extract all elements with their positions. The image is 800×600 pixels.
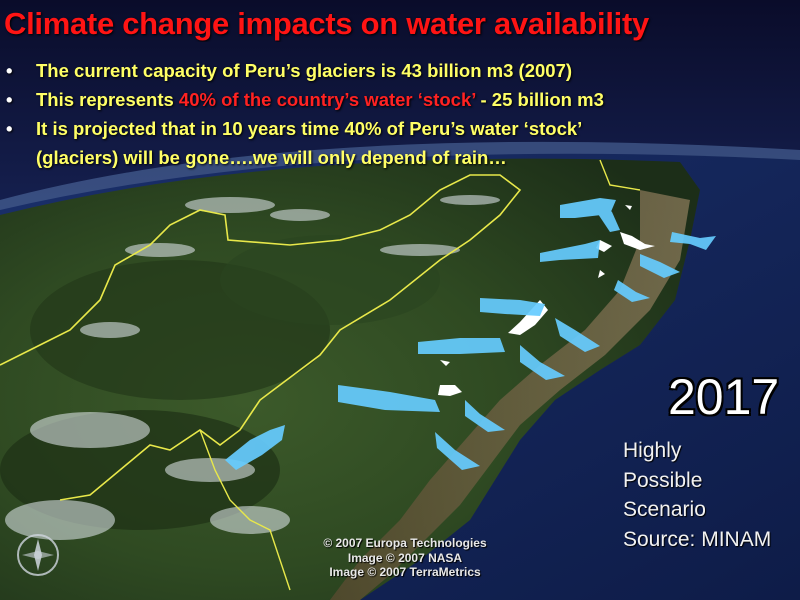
bullet-text-line1: It is projected that in 10 years time 40… [36, 118, 583, 139]
scenario-label: Highly Possible Scenario Source: MINAM [623, 436, 771, 554]
source-label: Source: MINAM [623, 527, 772, 551]
highlighted-text: 40% of the country’s water ‘stock’ [178, 89, 476, 110]
bullet-icon: • [6, 89, 13, 110]
bullet-text-line2: (glaciers) will be gone….we will only de… [36, 147, 507, 168]
scenario-line-3: Scenario [623, 498, 706, 521]
credit-line: © 2007 Europa Technologies [323, 536, 487, 550]
year-label: 2017 [668, 369, 780, 425]
bullet-text-start: This represents [36, 89, 179, 110]
scenario-line-2: Possible [623, 468, 703, 492]
bullet-text: The current capacity of Peru’s glaciers … [36, 60, 573, 81]
image-credits: © 2007 Europa Technologies Image © 2007 … [300, 536, 510, 580]
credit-line: Image © 2007 NASA [347, 550, 463, 565]
bullet-list: • The current capacity of Peru’s glacier… [6, 56, 796, 172]
slide-title: Climate change impacts on water availabi… [4, 6, 649, 41]
bullet-item: • It is projected that in 10 years time … [6, 114, 796, 172]
compass-rose-icon[interactable] [17, 534, 59, 576]
bullet-icon: • [6, 60, 13, 81]
water-flow-arrows [225, 198, 716, 470]
bullet-item: • This represents 40% of the country’s w… [6, 85, 796, 114]
bullet-text-end: - 25 billion m3 [475, 89, 604, 110]
scenario-line-1: Highly [623, 439, 682, 462]
bullet-item: • The current capacity of Peru’s glacier… [6, 56, 796, 85]
bullet-icon: • [6, 118, 13, 139]
credit-line: Image © 2007 TerraMetrics [329, 565, 481, 579]
